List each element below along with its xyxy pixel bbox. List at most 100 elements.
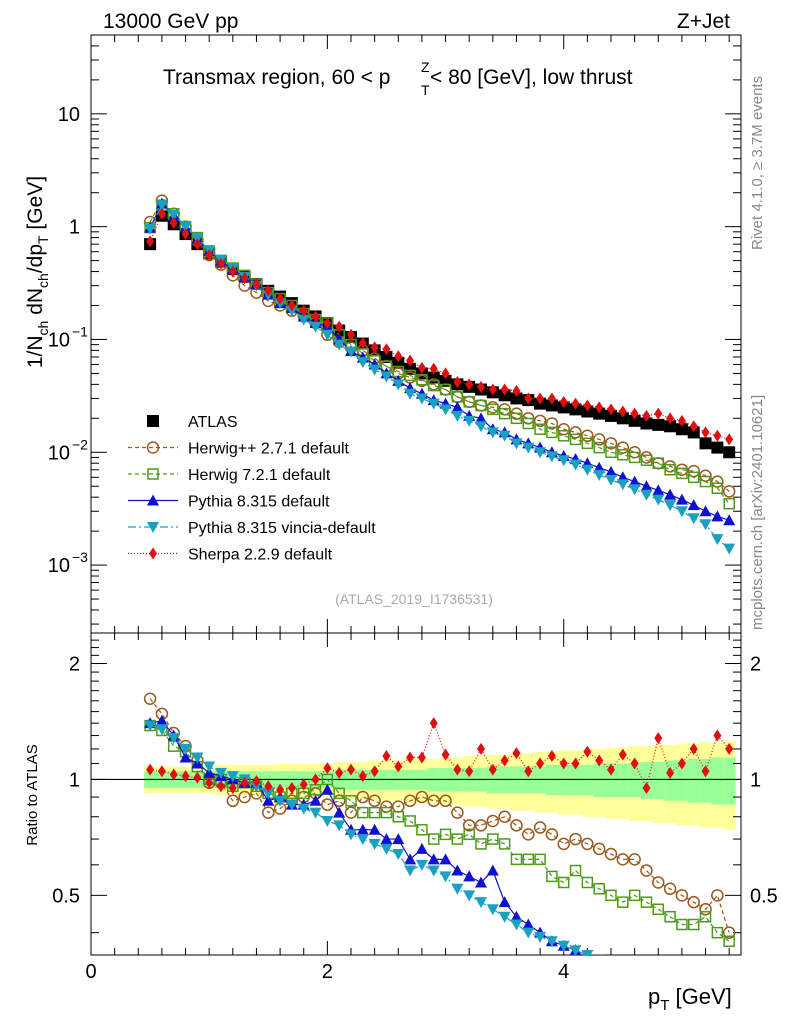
marker-diamond xyxy=(406,354,415,367)
marker-open-circle xyxy=(604,847,618,861)
marker-triangle-down xyxy=(593,954,606,955)
marker-triangle-up xyxy=(699,505,712,517)
marker-triangle-down xyxy=(569,945,582,955)
marker-triangle-down xyxy=(628,484,641,496)
marker-square xyxy=(652,418,665,431)
marker-triangle-down xyxy=(486,427,499,439)
marker-triangle-down xyxy=(144,720,157,732)
marker-open-square xyxy=(640,454,653,466)
legend-label: Herwig++ 2.7.1 default xyxy=(188,441,350,458)
marker-open-circle xyxy=(640,864,653,877)
marker-open-square xyxy=(380,806,393,819)
marker-open-square xyxy=(723,497,735,510)
y-tick-label: 10 xyxy=(48,442,70,464)
marker-open-circle xyxy=(533,821,547,834)
marker-open-square xyxy=(357,806,369,819)
marker-diamond xyxy=(595,754,604,767)
marker-open-circle xyxy=(628,853,641,866)
marker-diamond xyxy=(524,392,533,405)
marker-diamond xyxy=(299,304,308,317)
marker-triangle-down xyxy=(723,543,736,555)
band-inner xyxy=(593,763,606,798)
marker-open-square xyxy=(628,889,641,902)
marker-triangle-down xyxy=(333,820,346,832)
marker-triangle-down xyxy=(522,442,535,454)
process-label: Z+Jet xyxy=(677,10,730,33)
title-rest: < 80 [GeV], low thrust xyxy=(430,66,633,89)
marker-open-square xyxy=(557,876,570,889)
marker-open-circle xyxy=(557,837,570,851)
marker-triangle-down xyxy=(155,724,168,736)
marker-triangle-down xyxy=(345,829,357,841)
marker-triangle-up xyxy=(687,499,700,511)
marker-diamond xyxy=(394,760,403,773)
ylabel-p4: /dp xyxy=(24,244,47,273)
marker-open-square xyxy=(676,467,688,480)
marker-open-circle xyxy=(604,437,618,450)
marker-diamond xyxy=(311,773,320,786)
marker-triangle-down xyxy=(617,965,629,976)
marker-triangle-down xyxy=(226,771,239,783)
marker-triangle-up xyxy=(593,959,605,970)
marker-diamond xyxy=(536,392,545,405)
legend-item: Pythia 8.315 vincia-default xyxy=(128,520,376,537)
marker-open-square xyxy=(664,463,676,476)
band-inner xyxy=(628,763,642,798)
marker-triangle-up xyxy=(510,910,523,922)
band-inner xyxy=(699,758,712,803)
legend-item: Herwig++ 2.7.1 default xyxy=(128,441,350,458)
title-sub: T xyxy=(421,82,430,98)
marker-open-circle xyxy=(545,828,559,841)
marker-open-square xyxy=(534,853,546,866)
ratio-panel: 0.5 0.5 1 1 2 2 xyxy=(52,632,778,1024)
legend-item: Herwig 7.2.1 default xyxy=(128,467,331,484)
marker-square xyxy=(581,405,594,418)
legend-label: Pythia 8.315 vincia-default xyxy=(188,520,376,537)
legend: ATLAS Herwig++ 2.7.1 default Herwig 7.2.1 … xyxy=(128,414,376,564)
ratio-ylabel: Ratio to ATLAS xyxy=(24,744,41,845)
marker-open-circle xyxy=(321,798,334,811)
marker-open-circle xyxy=(663,882,677,896)
marker-triangle-up xyxy=(262,794,275,806)
marker-diamond xyxy=(453,763,462,776)
marker-diamond xyxy=(205,249,214,262)
marker-triangle-down xyxy=(297,314,310,326)
marker-triangle-down xyxy=(345,346,357,358)
marker-diamond xyxy=(488,763,497,776)
marker-open-square xyxy=(439,828,452,841)
marker-open-circle xyxy=(592,842,606,856)
marker-triangle-down xyxy=(309,321,322,333)
marker-triangle-down xyxy=(557,455,570,467)
marker-triangle-down xyxy=(510,438,523,450)
series-line xyxy=(149,199,730,492)
ratio-series-group xyxy=(143,692,736,1024)
marker-open-square xyxy=(699,475,712,488)
marker-diamond xyxy=(252,775,261,788)
marker-diamond xyxy=(701,426,710,439)
marker-open-circle xyxy=(711,889,724,902)
band-inner xyxy=(546,765,559,796)
marker-triangle-down xyxy=(144,223,157,235)
marker-triangle-down xyxy=(593,469,606,481)
marker-triangle-down xyxy=(581,464,594,476)
xlabel-main: p xyxy=(648,984,660,1009)
marker-diamond xyxy=(465,378,474,391)
marker-open-square xyxy=(546,870,558,883)
marker-open-square xyxy=(687,471,700,484)
marker-diamond xyxy=(146,763,155,776)
marker-open-square xyxy=(392,810,405,823)
marker-open-square xyxy=(605,889,617,902)
marker-open-circle xyxy=(616,853,630,866)
marker-diamond xyxy=(382,750,391,763)
marker-diamond xyxy=(477,742,485,755)
marker-diamond xyxy=(713,729,722,742)
ylabel-p3: ch xyxy=(35,273,51,288)
marker-diamond xyxy=(677,757,686,770)
marker-triangle-down xyxy=(711,1013,723,1024)
marker-open-square xyxy=(593,883,605,895)
legend-item: Sherpa 2.2.9 default xyxy=(128,547,333,564)
marker-triangle-down xyxy=(569,459,582,471)
marker-triangle-down xyxy=(191,752,204,764)
marker-open-circle xyxy=(569,426,582,439)
